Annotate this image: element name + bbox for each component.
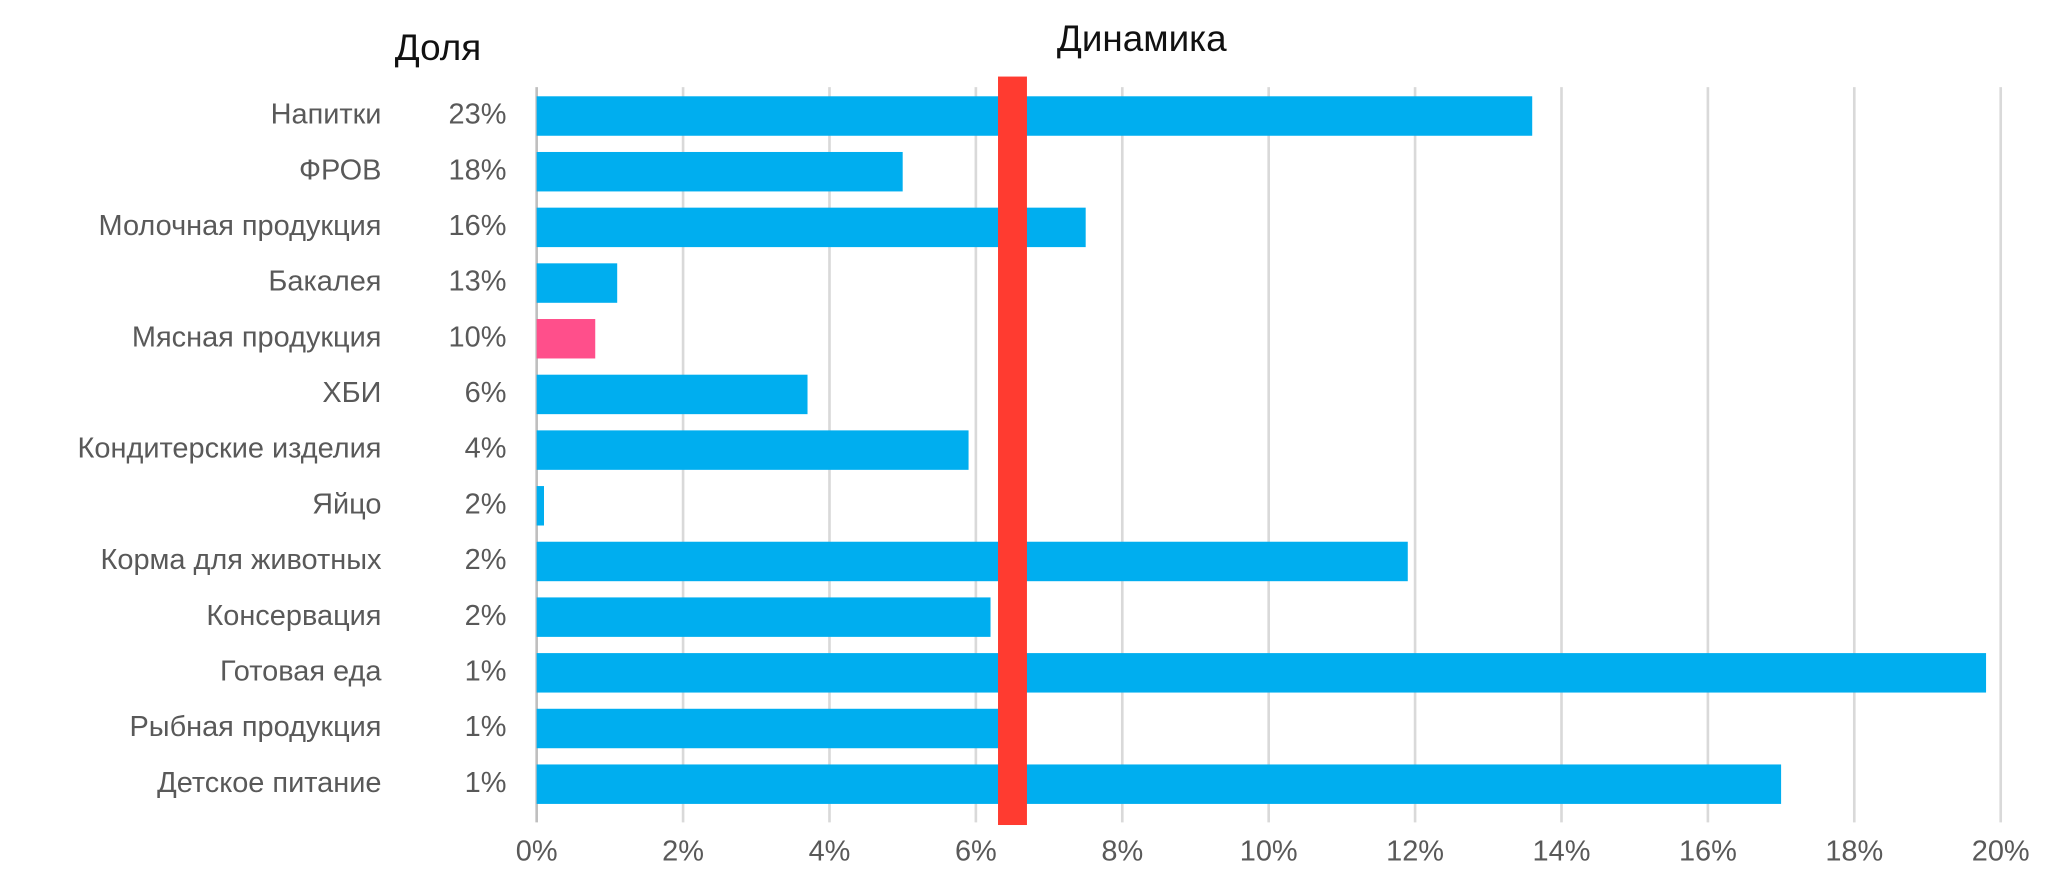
x-tick-label: 10% [1240, 835, 1298, 867]
bar [536, 96, 1533, 136]
bar [536, 597, 991, 637]
share-label: 18% [449, 154, 507, 186]
category-label: ХБИ [322, 377, 381, 409]
x-tick-label: 20% [1972, 835, 2030, 867]
category-label: Напитки [271, 99, 382, 131]
bar [536, 430, 969, 470]
x-tick-label: 4% [809, 835, 851, 867]
x-tick-label: 12% [1386, 835, 1444, 867]
x-tick-label: 6% [955, 835, 997, 867]
category-label: Рыбная продукция [129, 711, 381, 743]
category-label: Мясная продукция [132, 321, 382, 353]
bar [536, 374, 808, 415]
category-label: ФРОВ [299, 154, 381, 186]
share-label: 1% [465, 767, 507, 799]
share-label: 6% [465, 377, 507, 409]
bar [536, 263, 618, 303]
share-label: 1% [465, 655, 507, 687]
reference-line [998, 76, 1027, 826]
share-label: 16% [449, 210, 507, 242]
x-tick-label: 18% [1825, 835, 1883, 867]
chart-title: Динамика [1057, 18, 1227, 59]
share-label: 1% [465, 711, 507, 743]
bar [536, 486, 544, 526]
category-label: Молочная продукция [99, 210, 382, 242]
bar [536, 151, 903, 192]
share-label: 23% [449, 99, 507, 131]
category-label: Консервация [206, 600, 381, 632]
bar [536, 708, 1006, 749]
share-title: Доля [395, 27, 481, 68]
share-label: 2% [465, 488, 507, 520]
x-tick-label: 0% [516, 835, 558, 867]
x-tick-label: 2% [662, 835, 704, 867]
bar [536, 207, 1086, 248]
x-tick-label: 8% [1101, 835, 1143, 867]
category-label: Готовая еда [220, 655, 382, 687]
bar [536, 319, 596, 359]
category-label: Кондитерские изделия [78, 433, 382, 465]
x-tick-label: 16% [1679, 835, 1737, 867]
share-label: 2% [465, 544, 507, 576]
bar [536, 764, 1782, 804]
bar [536, 653, 1987, 693]
share-label: 10% [449, 321, 507, 353]
x-tick-label: 14% [1533, 835, 1591, 867]
share-label: 2% [465, 600, 507, 632]
category-label: Бакалея [268, 266, 381, 298]
bar [536, 541, 1408, 582]
category-label: Корма для животных [101, 544, 382, 576]
share-label: 4% [465, 433, 507, 465]
share-label: 13% [449, 266, 507, 298]
category-label: Детское питание [157, 767, 381, 799]
category-label: Яйцо [312, 488, 381, 520]
